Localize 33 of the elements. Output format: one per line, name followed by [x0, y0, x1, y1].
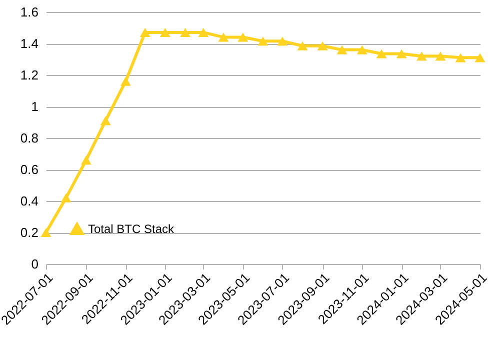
- point: [416, 52, 427, 61]
- point: [317, 41, 328, 50]
- point: [238, 32, 248, 42]
- y-tick-label: 0.2: [20, 225, 38, 240]
- point: [40, 228, 52, 238]
- point: [218, 32, 229, 42]
- point: [396, 49, 407, 58]
- y-tick-label: 0: [31, 256, 38, 272]
- y-tick-label: 1: [31, 99, 38, 114]
- point: [277, 36, 288, 46]
- point: [140, 28, 150, 38]
- y-tick-label: 0.8: [20, 130, 38, 146]
- y-tick-label: 0.6: [20, 162, 38, 177]
- point: [356, 45, 368, 54]
- legend-label: Total BTC Stack: [88, 222, 176, 236]
- point: [80, 156, 92, 165]
- point: [100, 116, 111, 126]
- y-tick-label: 0.4: [20, 194, 38, 208]
- point: [376, 49, 387, 58]
- point: [336, 45, 348, 54]
- y-tick-label: 1.6: [20, 4, 38, 20]
- point: [180, 28, 191, 38]
- point: [120, 76, 131, 86]
- point: [474, 53, 486, 62]
- point: [435, 52, 446, 61]
- point: [258, 36, 268, 46]
- point: [198, 28, 209, 38]
- y-tick-label: 1.2: [20, 68, 38, 82]
- point: [455, 53, 466, 62]
- point: [60, 193, 72, 202]
- point: [297, 41, 308, 50]
- point: [160, 28, 170, 38]
- y-tick-label: 1.4: [20, 36, 38, 51]
